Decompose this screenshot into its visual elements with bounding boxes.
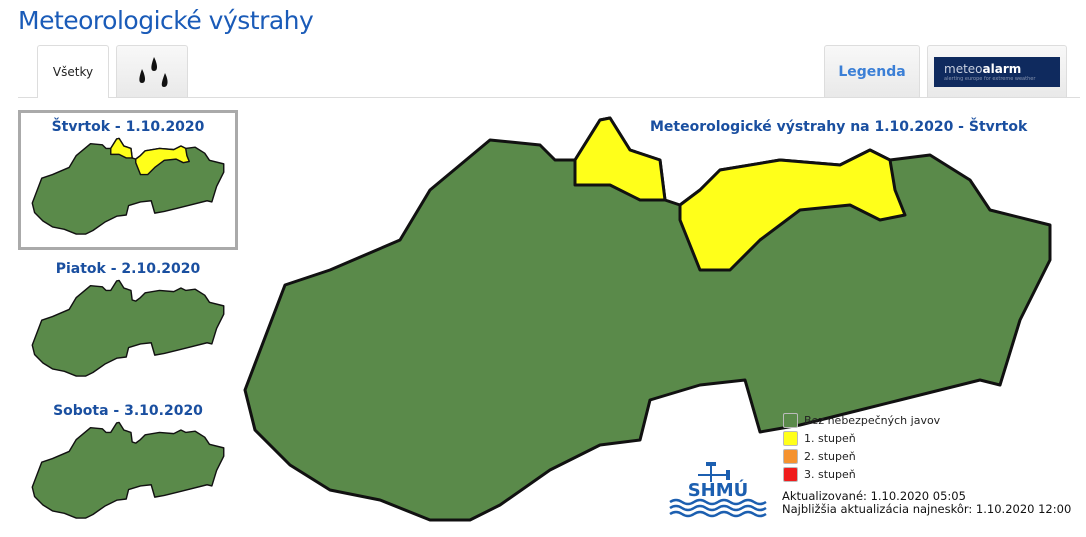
updated-time: Aktualizované: 1.10.2020 05:05 <box>782 489 966 503</box>
day-thursday[interactable]: Štvrtok - 1.10.2020 <box>18 110 238 250</box>
rain-drops-icon <box>139 56 168 87</box>
day-label: Sobota - 3.10.2020 <box>53 403 203 419</box>
day-friday[interactable]: Piatok - 2.10.2020 <box>18 255 238 377</box>
meteoalarm-logo: meteoalarm alerting europe for extreme we… <box>934 56 1060 87</box>
legend-swatch <box>783 448 798 464</box>
region-level-1[interactable] <box>110 137 133 159</box>
region-no-warning[interactable] <box>31 137 225 235</box>
legend: Bez nebezpečných javov 1. stupeň 2. stup… <box>783 411 940 483</box>
mini-map <box>31 137 225 235</box>
day-saturday[interactable]: Sobota - 3.10.2020 <box>18 397 238 519</box>
tab-legend[interactable]: Legenda <box>824 45 920 97</box>
mini-map <box>31 421 225 519</box>
tab-rain[interactable] <box>116 45 188 97</box>
day-label: Štvrtok - 1.10.2020 <box>51 119 205 135</box>
tab-divider <box>18 97 1080 98</box>
region-no-warning[interactable] <box>31 279 225 377</box>
legend-item: Bez nebezpečných javov <box>783 411 940 429</box>
next-update-time: Najbližšia aktualizácia najneskôr: 1.10.… <box>782 502 1072 516</box>
region-no-warning[interactable] <box>31 421 225 519</box>
region-level-1[interactable] <box>135 145 190 176</box>
update-info: Aktualizované: 1.10.2020 05:05 Najbližši… <box>782 490 1071 516</box>
region-no-warning[interactable] <box>243 116 1052 522</box>
day-label: Piatok - 2.10.2020 <box>55 261 201 277</box>
svg-text:SHMÚ: SHMÚ <box>688 479 749 501</box>
tab-all[interactable]: Všetky <box>37 45 109 98</box>
region-level-1[interactable] <box>573 116 667 202</box>
page-title: Meteorologické výstrahy <box>18 6 314 35</box>
mini-map <box>31 279 225 377</box>
legend-swatch <box>783 466 798 482</box>
shmu-logo: SHMÚ <box>669 462 767 518</box>
legend-item: 1. stupeň <box>783 429 940 447</box>
legend-item: 3. stupeň <box>783 465 940 483</box>
region-level-1[interactable] <box>678 148 907 272</box>
legend-item: 2. stupeň <box>783 447 940 465</box>
map-title: Meteorologické výstrahy na 1.10.2020 - Š… <box>650 119 1028 135</box>
legend-swatch <box>783 412 798 428</box>
tab-meteoalarm[interactable]: meteoalarm alerting europe for extreme we… <box>927 45 1067 97</box>
legend-swatch <box>783 430 798 446</box>
